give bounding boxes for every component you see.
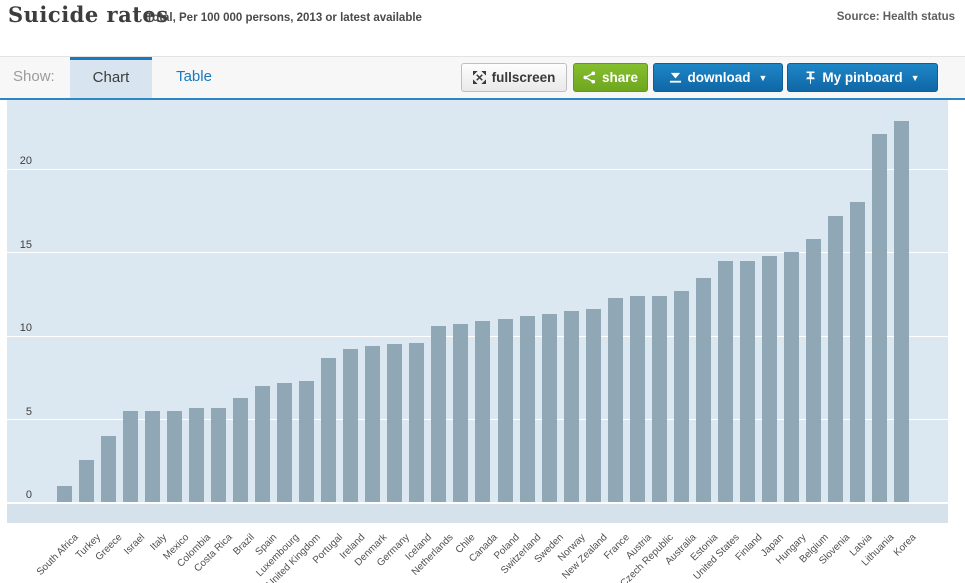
bar-turkey[interactable] — [78, 460, 94, 503]
pin-icon — [805, 71, 816, 85]
y-axis-tick-label: 20 — [19, 155, 32, 167]
bar-poland[interactable] — [497, 319, 513, 503]
share-button-label: share — [601, 70, 639, 85]
bar-ireland[interactable] — [343, 349, 359, 503]
show-label: Show: — [13, 68, 55, 85]
bar-estonia[interactable] — [695, 278, 711, 503]
my-pinboard-button-label: My pinboard — [822, 70, 903, 85]
y-axis-tick-label: 15 — [19, 238, 32, 251]
x-axis-label: Israel — [121, 532, 147, 558]
x-axis-strip — [7, 504, 948, 523]
bar-greece[interactable] — [100, 436, 116, 503]
bar-portugal[interactable] — [321, 358, 337, 503]
bar-luxembourg[interactable] — [277, 383, 292, 503]
x-axis-line — [7, 502, 948, 504]
bar-norway[interactable] — [563, 311, 579, 503]
x-axis-label: Brazil — [231, 532, 258, 558]
bar-australia[interactable] — [673, 291, 689, 503]
page-title: Suicide rates — [8, 2, 169, 27]
bar-japan[interactable] — [762, 256, 778, 503]
my-pinboard-button[interactable]: My pinboard ▼ — [787, 63, 938, 92]
y-axis-tick-label: 5 — [25, 405, 32, 418]
bar-colombia[interactable] — [188, 408, 204, 503]
bar-spain[interactable] — [254, 386, 270, 503]
chart-area: 0 5 10 15 20 South Africa Turkey Greece Israel I… — [0, 99, 965, 583]
bar-austria[interactable] — [629, 296, 645, 503]
download-button-label: download — [687, 70, 751, 85]
bar-latvia[interactable] — [850, 202, 866, 503]
x-axis-label: South Africa — [34, 532, 81, 578]
bar-germany[interactable] — [387, 344, 403, 503]
tab-table[interactable]: Table — [176, 68, 212, 85]
chevron-down-icon: ▼ — [910, 72, 920, 83]
bar-iceland[interactable] — [409, 343, 425, 503]
download-button[interactable]: download ▼ — [653, 63, 783, 92]
bar-switzerland[interactable] — [519, 316, 535, 503]
bar-canada[interactable] — [475, 321, 491, 503]
fullscreen-button-label: fullscreen — [491, 70, 556, 85]
bar-hungary[interactable] — [784, 252, 800, 503]
fullscreen-button[interactable]: fullscreen — [461, 63, 567, 92]
bar-united-states[interactable] — [718, 261, 733, 503]
bar-united-kingdom[interactable] — [299, 381, 315, 503]
fullscreen-icon — [472, 71, 486, 84]
bar-belgium[interactable] — [806, 239, 822, 503]
bar-denmark[interactable] — [365, 346, 381, 503]
share-icon — [583, 71, 596, 84]
bar-chile[interactable] — [453, 324, 469, 503]
share-button[interactable]: share — [573, 63, 648, 92]
bar-netherlands[interactable] — [431, 326, 447, 503]
download-icon — [669, 72, 682, 84]
y-gridline — [7, 252, 948, 253]
y-axis-tick-label: 0 — [25, 489, 32, 501]
bar-brazil[interactable] — [232, 398, 248, 503]
chart-subtitle: Total, Per 100 000 persons, 2013 or late… — [146, 12, 422, 24]
bar-mexico[interactable] — [166, 411, 182, 503]
y-axis-tick-label: 10 — [19, 322, 32, 334]
x-axis-label: Korea — [892, 532, 919, 559]
tab-chart[interactable]: Chart — [70, 57, 152, 98]
bar-slovenia[interactable] — [828, 216, 844, 503]
bar-costa-rica[interactable] — [210, 408, 226, 503]
toolbar: Show: Chart Table fullscreen — [0, 56, 965, 100]
bar-france[interactable] — [607, 298, 623, 503]
bar-israel[interactable] — [122, 411, 138, 503]
bar-sweden[interactable] — [541, 314, 557, 503]
bar-finland[interactable] — [740, 261, 756, 503]
y-gridline — [7, 168, 948, 170]
bar-south-africa[interactable] — [56, 486, 72, 503]
bar-new-zealand[interactable] — [585, 309, 601, 503]
bar-italy[interactable] — [144, 411, 160, 503]
bar-korea[interactable] — [894, 121, 910, 503]
chevron-down-icon: ▼ — [758, 72, 768, 83]
source-label: Source: Health status — [836, 11, 955, 23]
plot-area: 0 5 10 15 20 — [7, 100, 948, 523]
bar-lithuania[interactable] — [872, 134, 888, 503]
bar-czech-republic[interactable] — [651, 296, 667, 503]
